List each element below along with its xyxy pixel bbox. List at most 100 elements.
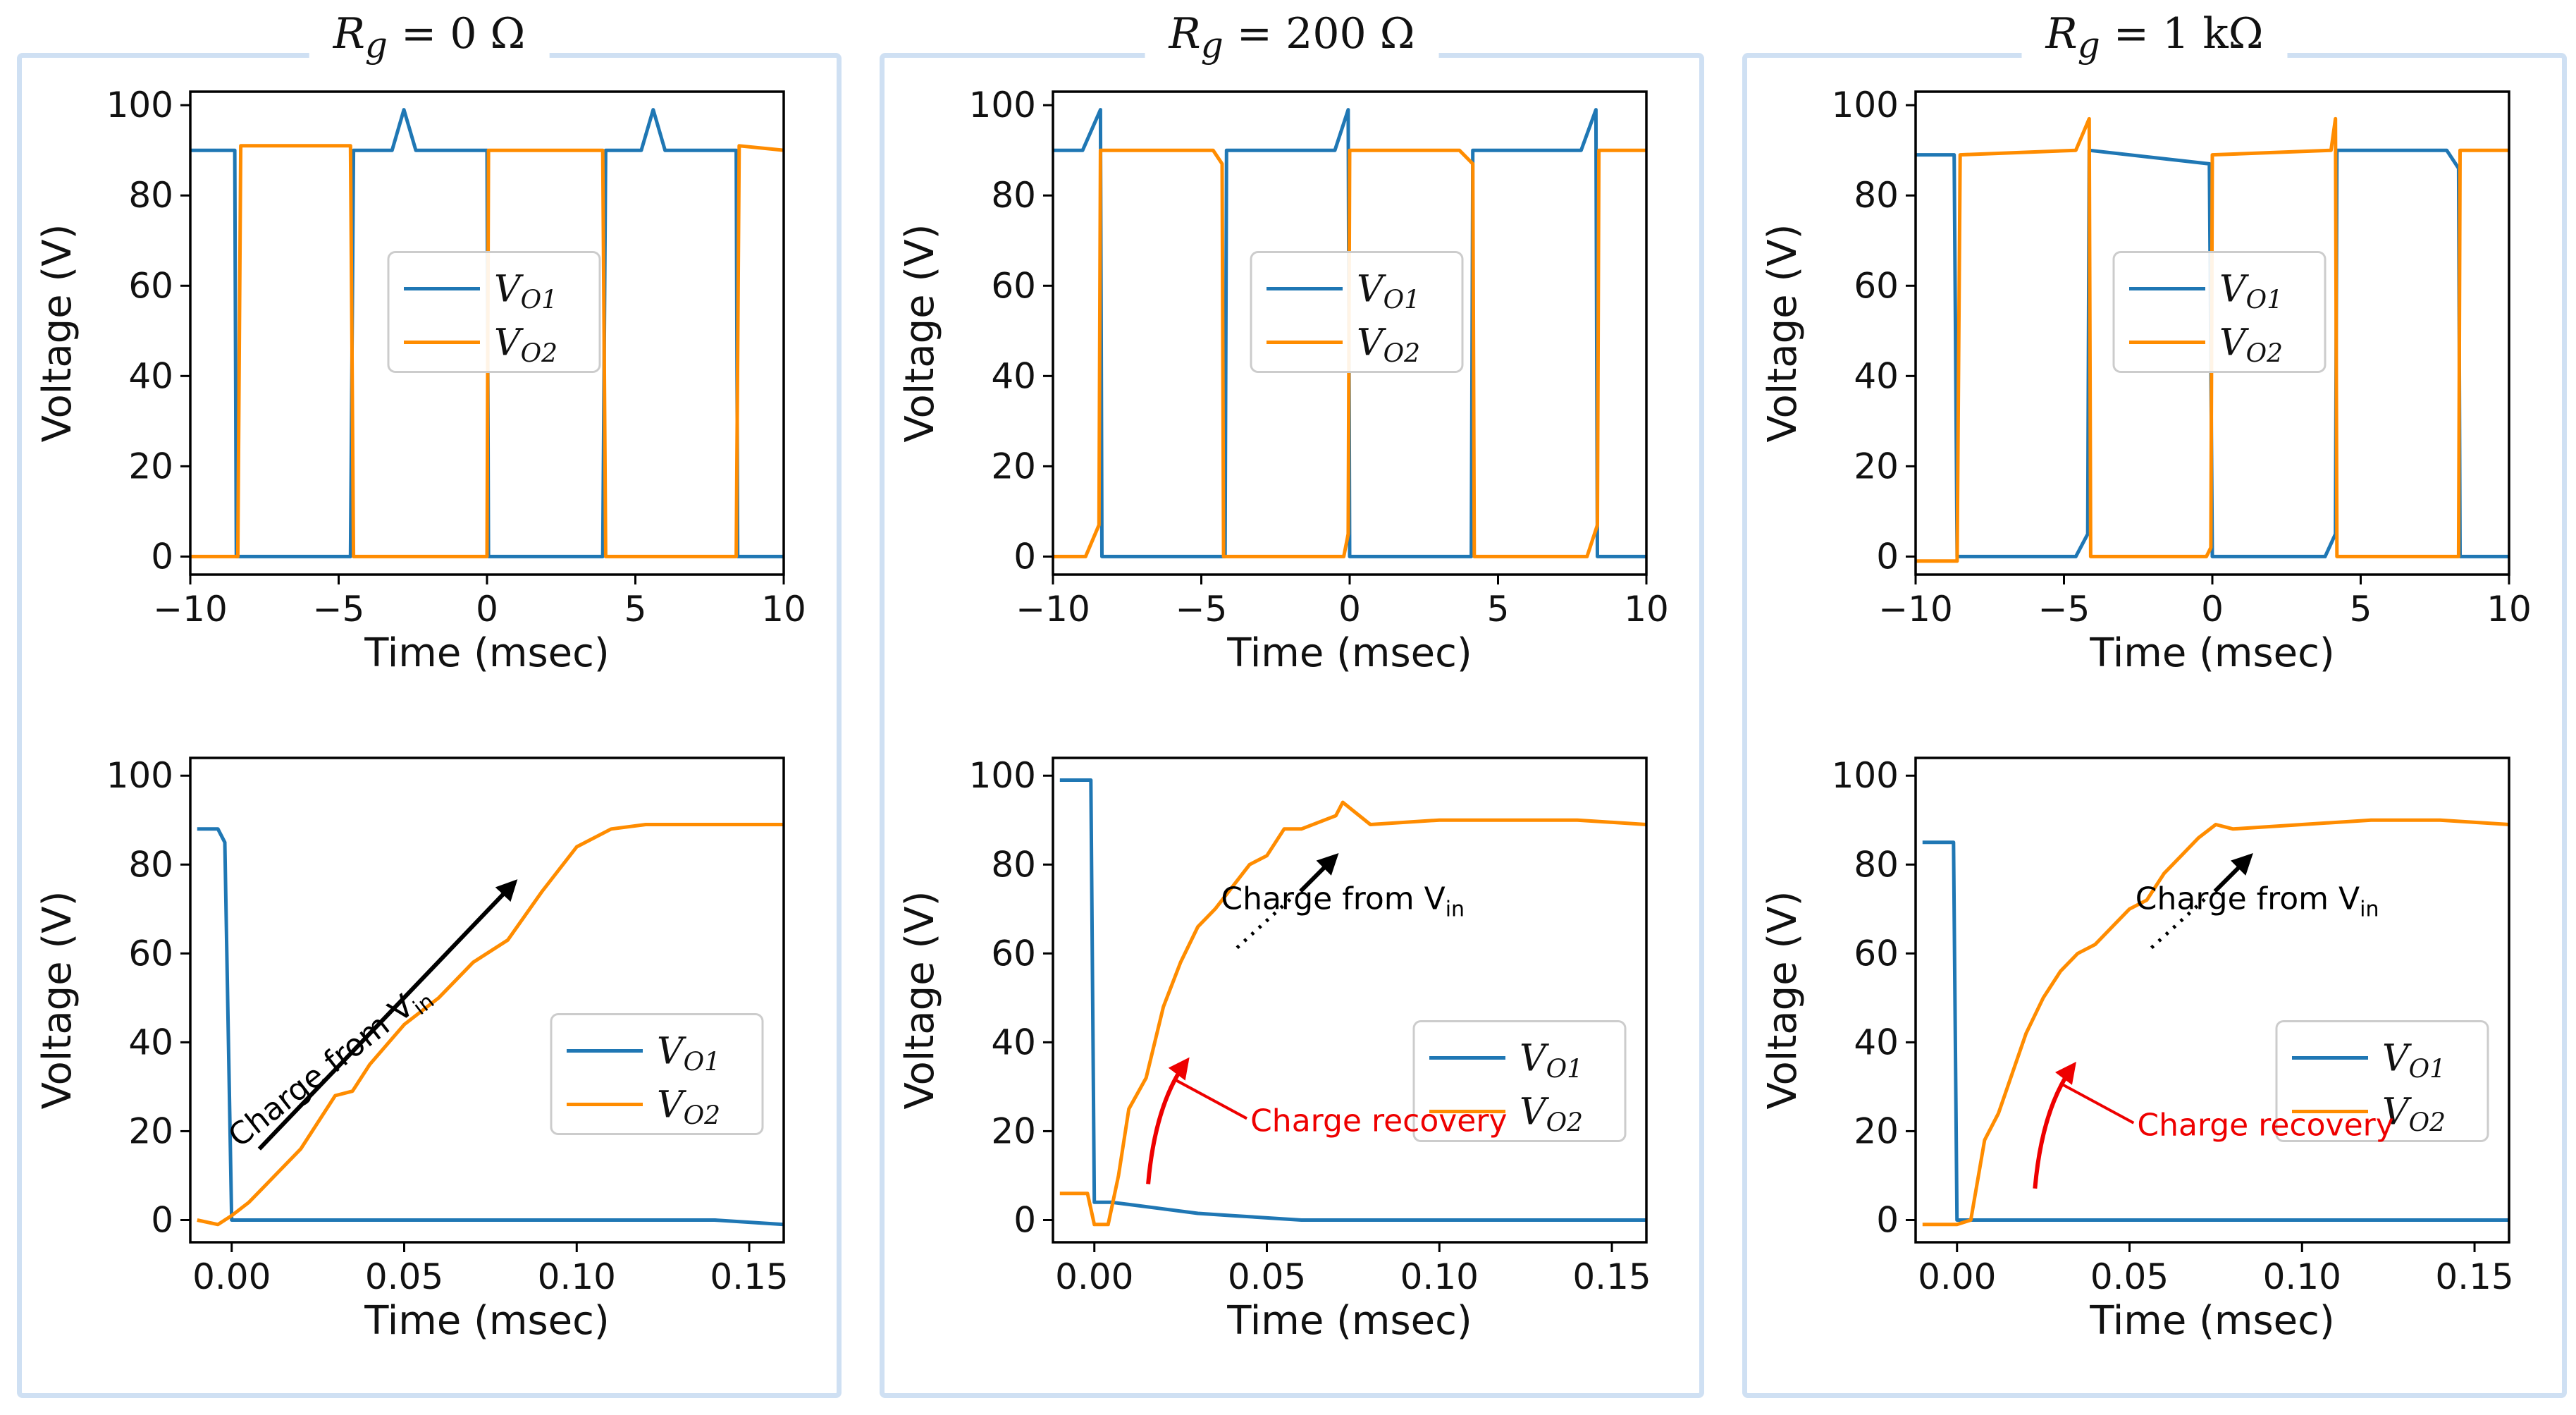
legend-label-main: V xyxy=(494,269,524,311)
y-tick-label: 20 xyxy=(1854,446,1899,486)
chart-top-0: 0 20 40 60 80 100 −10 −5 0 5 10 Time (msec) Voltage … xyxy=(35,85,806,676)
y-axis-label: Voltage (V) xyxy=(1760,224,1806,443)
title-var: R xyxy=(2045,9,2078,59)
title-value: = 200 Ω xyxy=(1236,9,1415,59)
x-tick-label: 0 xyxy=(476,589,498,630)
legend-label-sub: O2 xyxy=(521,340,557,369)
x-axis-label: Time (msec) xyxy=(364,1298,610,1344)
series-vo1-line xyxy=(1916,148,2509,558)
panel-title-rg-200: Rg = 200 Ω xyxy=(1145,6,1439,66)
legend-label-vo1: VO1 xyxy=(2382,1038,2446,1084)
legend-label-vo1: VO1 xyxy=(657,1031,720,1077)
legend: VO1 VO2 xyxy=(1250,251,1464,373)
series-vo1-line xyxy=(1059,778,1646,1222)
legend-label-main: V xyxy=(1520,1038,1549,1080)
series-vo2-line xyxy=(1059,800,1646,1227)
annotation-arrow xyxy=(257,879,518,1151)
legend-label-sub: O1 xyxy=(1546,1055,1583,1084)
x-tick-label: 0.05 xyxy=(365,1256,443,1297)
annotation-leader xyxy=(2062,1083,2135,1125)
series-vo2-line xyxy=(197,823,784,1227)
y-tick-label: 80 xyxy=(128,175,173,216)
y-tick-label: 100 xyxy=(106,755,173,796)
x-axis-label: Time (msec) xyxy=(364,630,610,676)
y-tick-label: 60 xyxy=(1854,265,1899,306)
title-value: = 1 kΩ xyxy=(2113,9,2264,59)
x-tick-label: 5 xyxy=(2350,589,2372,630)
x-tick-label: 0.15 xyxy=(710,1256,788,1297)
legend-label-vo2: VO2 xyxy=(1357,322,1420,369)
legend-label-main: V xyxy=(2219,322,2249,365)
x-tick-label: 0.10 xyxy=(1400,1256,1479,1297)
legend-label-vo1: VO1 xyxy=(494,269,557,315)
annotation-arrow xyxy=(1146,1057,1190,1184)
x-tick-label: −5 xyxy=(1176,589,1228,630)
y-tick-label: 60 xyxy=(128,933,173,974)
y-tick-label: 40 xyxy=(991,1022,1036,1062)
y-tick-label: 100 xyxy=(1832,85,1899,125)
x-tick-label: 10 xyxy=(1624,589,1669,630)
plot-frame xyxy=(1052,756,1648,1244)
annotation-text-main: Charge from V xyxy=(2136,881,2360,917)
legend-label-vo2: VO2 xyxy=(494,322,557,369)
y-tick-label: 60 xyxy=(1854,933,1899,974)
y-tick-label: 20 xyxy=(1854,1110,1899,1151)
y-tick-label: 0 xyxy=(151,1199,173,1240)
x-tick-label: −5 xyxy=(2038,589,2090,630)
series-vo1-line xyxy=(197,827,784,1227)
annotation-arrow xyxy=(2033,1061,2076,1189)
title-sub: g xyxy=(364,25,388,66)
x-axis-label: Time (msec) xyxy=(1226,1298,1472,1344)
annotation-text-sub: in xyxy=(1446,897,1465,921)
annotation-text: Charge recovery xyxy=(2137,1108,2393,1144)
annotation-text: Charge from Vin xyxy=(1221,881,1465,921)
x-axis-label: Time (msec) xyxy=(2089,630,2335,676)
title-sub: g xyxy=(2077,25,2100,66)
x-tick-label: 0.05 xyxy=(2090,1256,2169,1297)
legend-label-vo1: VO1 xyxy=(1357,269,1420,315)
y-tick-label: 0 xyxy=(1013,536,1036,577)
y-axis-label: Voltage (V) xyxy=(35,224,80,443)
series-group xyxy=(1916,116,2509,563)
legend-label-main: V xyxy=(1520,1091,1549,1134)
annotation-arrow xyxy=(1299,853,1339,893)
legend-label-vo2: VO2 xyxy=(1520,1091,1583,1138)
series-vo2-line xyxy=(1053,148,1646,558)
y-tick-label: 0 xyxy=(1876,1199,1899,1240)
plot-frame xyxy=(1914,756,2510,1244)
x-axis-label: Time (msec) xyxy=(2089,1298,2335,1344)
series-vo2-line xyxy=(1922,818,2509,1227)
annotation-charge-recovery: Charge recovery xyxy=(2033,1061,2394,1189)
x-tick-label: 0.15 xyxy=(2435,1256,2513,1297)
x-axis-label: Time (msec) xyxy=(1226,630,1472,676)
y-tick-label: 20 xyxy=(128,446,173,486)
x-tick-label: −10 xyxy=(153,589,228,630)
y-tick-label: 100 xyxy=(969,85,1036,125)
chart-bottom-2: 0 20 40 60 80 100 0.00 0.05 0.10 0.15 Time (msec) V… xyxy=(1760,755,2514,1344)
y-tick-label: 40 xyxy=(1854,355,1899,396)
legend-label-main: V xyxy=(657,1084,686,1127)
x-tick-label: 5 xyxy=(624,589,647,630)
legend-label-vo2: VO2 xyxy=(2219,322,2283,369)
x-tick-label: 0.05 xyxy=(1228,1256,1306,1297)
x-tick-label: 0.00 xyxy=(1918,1256,1996,1297)
x-tick-label: 10 xyxy=(2486,589,2532,630)
series-group xyxy=(1922,818,2509,1227)
y-tick-label: 80 xyxy=(991,175,1036,216)
y-tick-label: 0 xyxy=(1013,1199,1036,1240)
series-vo2-line xyxy=(1916,116,2509,563)
y-tick-label: 100 xyxy=(969,755,1036,796)
legend-label-main: V xyxy=(2382,1038,2412,1080)
legend-label-sub: O1 xyxy=(2246,286,2283,315)
series-vo1-line xyxy=(1922,840,2509,1222)
x-tick-label: −5 xyxy=(313,589,365,630)
legend-label-sub: O1 xyxy=(1383,286,1420,315)
y-tick-label: 80 xyxy=(991,844,1036,885)
y-tick-label: 80 xyxy=(1854,844,1899,885)
x-tick-label: 0.00 xyxy=(1055,1256,1133,1297)
legend-label-main: V xyxy=(2219,269,2249,311)
y-tick-label: 100 xyxy=(1832,755,1899,796)
y-tick-label: 80 xyxy=(128,844,173,885)
